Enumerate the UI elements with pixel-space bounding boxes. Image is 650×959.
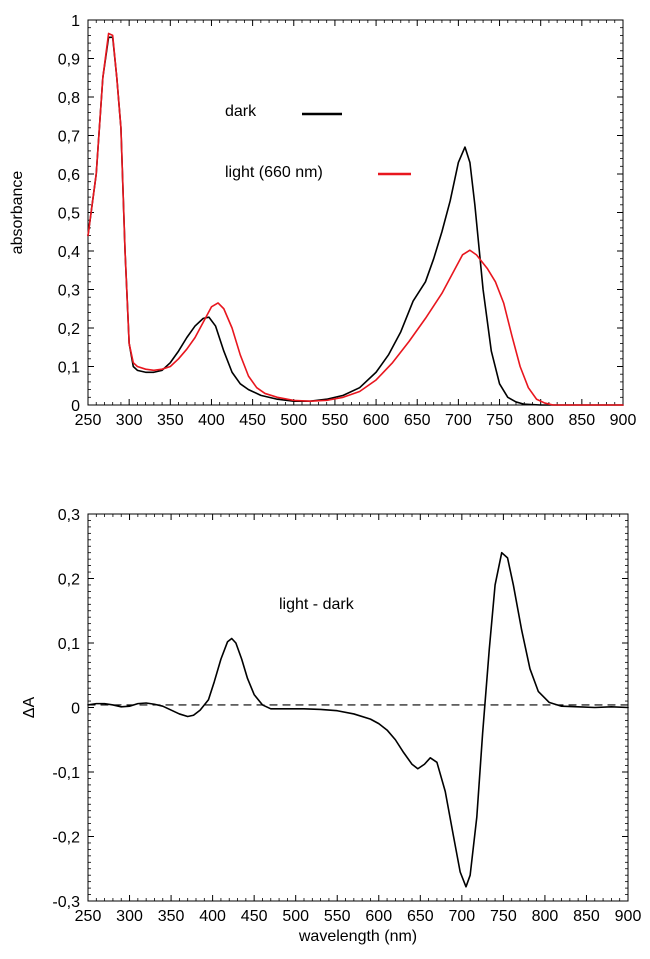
x-tick-label: 600 bbox=[365, 908, 392, 925]
legend-label-light: light (660 nm) bbox=[225, 164, 323, 181]
y-tick-label: 0,2 bbox=[58, 321, 80, 338]
series-lines bbox=[87, 32, 624, 406]
x-tick-label: 750 bbox=[486, 412, 513, 429]
y-tick-label: 0,4 bbox=[58, 244, 80, 261]
x-tick-label: 350 bbox=[158, 908, 185, 925]
y-tick-label: 0,3 bbox=[58, 283, 80, 300]
y-tick-label: 0,3 bbox=[58, 507, 80, 524]
x-tick-label: 250 bbox=[75, 908, 102, 925]
series-lines bbox=[87, 551, 629, 888]
y-tick-label: 0 bbox=[71, 701, 80, 718]
x-tick-label: 400 bbox=[198, 412, 225, 429]
y-tick-label: 0,1 bbox=[58, 636, 80, 653]
series-line-dark bbox=[87, 36, 624, 406]
x-tick-label: 400 bbox=[199, 908, 226, 925]
x-tick-label: 650 bbox=[404, 412, 431, 429]
y-tick-label: 0,1 bbox=[58, 360, 80, 377]
x-tick-label: 350 bbox=[157, 412, 184, 429]
y-tick-label: -0,3 bbox=[52, 894, 80, 911]
x-tick-label: 250 bbox=[75, 412, 102, 429]
series-line-light-660-nm- bbox=[87, 32, 624, 406]
difference-spectrum-chart: 250 300 350 400 450 500 550 600 650 700 750 800 850 9… bbox=[21, 507, 641, 945]
x-tick-label: 700 bbox=[448, 908, 475, 925]
annotation-light-minus-dark: light - dark bbox=[279, 596, 355, 613]
x-tick-label: 450 bbox=[239, 412, 266, 429]
legend: dark light (660 nm) bbox=[225, 103, 411, 181]
y-tick-label: 0,9 bbox=[58, 52, 80, 69]
y-tick-label: 0,2 bbox=[58, 572, 80, 589]
x-tick-label: 450 bbox=[241, 908, 268, 925]
x-tick-label: 500 bbox=[280, 412, 307, 429]
legend-label-dark: dark bbox=[225, 103, 257, 120]
axis-ticks: 250 300 350 400 450 500 550 600 650 700 750 800 850 9… bbox=[52, 507, 641, 925]
y-tick-label: 0,5 bbox=[58, 206, 80, 223]
y-tick-label: 1 bbox=[71, 13, 80, 30]
y-tick-label: 0,8 bbox=[58, 90, 80, 107]
axis-ticks: 250 300 350 400 450 500 550 600 650 700 750 800 850 9… bbox=[58, 13, 637, 429]
y-tick-label: 0,6 bbox=[58, 167, 80, 184]
x-tick-label: 850 bbox=[568, 412, 595, 429]
x-tick-label: 900 bbox=[610, 412, 637, 429]
x-tick-label: 500 bbox=[282, 908, 309, 925]
x-axis-title: wavelength (nm) bbox=[298, 928, 417, 945]
y-axis-title: absorbance bbox=[9, 171, 26, 255]
x-tick-label: 650 bbox=[407, 908, 434, 925]
x-tick-label: 300 bbox=[116, 908, 143, 925]
x-tick-label: 800 bbox=[532, 908, 559, 925]
series-line-light-dark bbox=[87, 551, 629, 888]
x-tick-label: 550 bbox=[324, 908, 351, 925]
plot-frame bbox=[87, 19, 624, 406]
x-tick-label: 850 bbox=[573, 908, 600, 925]
x-tick-label: 300 bbox=[116, 412, 143, 429]
x-tick-label: 800 bbox=[527, 412, 554, 429]
absorbance-spectrum-chart: 250 300 350 400 450 500 550 600 650 700 750 800 850 9… bbox=[9, 13, 636, 429]
x-tick-label: 550 bbox=[322, 412, 349, 429]
plot-frame bbox=[87, 513, 629, 902]
y-axis-title: ΔA bbox=[21, 696, 38, 718]
y-tick-label: 0,7 bbox=[58, 129, 80, 146]
x-tick-label: 750 bbox=[490, 908, 517, 925]
x-tick-label: 900 bbox=[615, 908, 642, 925]
x-tick-label: 600 bbox=[363, 412, 390, 429]
y-tick-label: 0 bbox=[71, 398, 80, 415]
y-tick-label: -0,2 bbox=[52, 830, 80, 847]
x-tick-label: 700 bbox=[445, 412, 472, 429]
y-tick-label: -0,1 bbox=[52, 765, 80, 782]
